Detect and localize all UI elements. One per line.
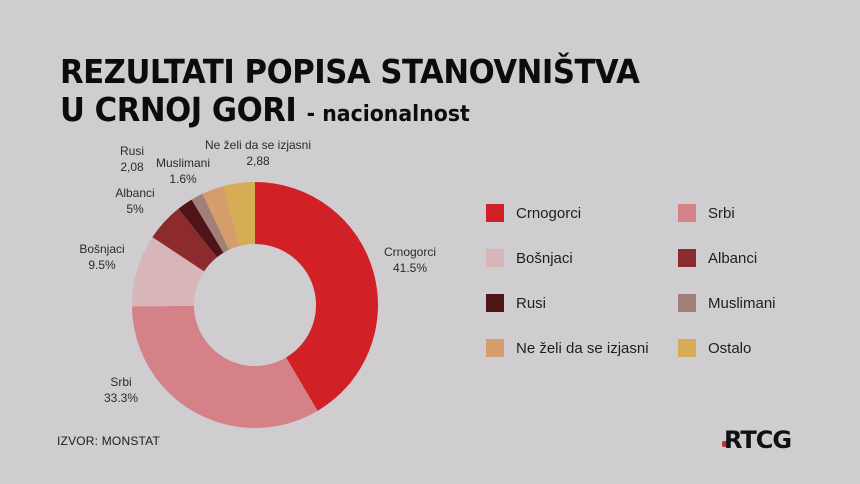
donut-segment-albanci (152, 208, 218, 272)
label-srbi-name: Srbi (110, 375, 132, 389)
label-rusi: Rusi 2,08 (112, 143, 152, 175)
label-albanci-value: 5% (126, 202, 144, 216)
label-albanci: Albanci 5% (108, 185, 162, 217)
legend-swatch (678, 249, 696, 267)
donut-segment-bošnjaci (131, 237, 205, 307)
label-albanci-name: Albanci (115, 186, 155, 200)
legend-item-srbi: Srbi (678, 202, 828, 224)
legend-swatch (486, 339, 504, 357)
legend-label: Crnogorci (516, 204, 582, 222)
legend-label: Srbi (708, 204, 735, 222)
label-muslimani: Muslimani 1.6% (148, 155, 218, 187)
label-ne-zeli-name: Ne želi da se izjasni (204, 138, 312, 152)
legend-label: Ostalo (708, 339, 752, 357)
legend-swatch (678, 294, 696, 312)
legend-swatch (486, 204, 504, 222)
label-crnogorci-name: Crnogorci (383, 245, 437, 259)
label-muslimani-value: 1.6% (169, 172, 197, 186)
donut-segment-srbi (132, 305, 318, 428)
label-srbi: Srbi 33.3% (96, 374, 146, 406)
label-bosnjaci-name: Bošnjaci (79, 242, 125, 256)
legend-swatch (678, 204, 696, 222)
legend-label: Bošnjaci (516, 249, 573, 267)
legend-label: Ne želi da se izjasni (516, 339, 649, 357)
legend-label: Rusi (516, 294, 547, 312)
chart-legend: Crnogorci Srbi Bošnjaci Albanci Rusi Mus… (486, 202, 828, 359)
source-note: IZVOR: MONSTAT (57, 434, 161, 448)
label-srbi-value: 33.3% (103, 391, 139, 405)
donut-segment-crnogorci (255, 182, 378, 411)
label-crnogorci-value: 41.5% (392, 261, 428, 275)
legend-swatch (486, 294, 504, 312)
legend-item-rusi: Rusi (486, 292, 678, 314)
label-rusi-value: 2,08 (120, 160, 144, 174)
label-ne-zeli: Ne želi da se izjasni 2,88 (196, 137, 320, 169)
donut-segment-ostalo (223, 182, 255, 247)
rtcg-logo-mark-icon (722, 441, 730, 447)
rtcg-logo: RTCG (724, 426, 792, 454)
legend-label: Muslimani (708, 294, 776, 312)
legend-swatch (678, 339, 696, 357)
legend-swatch (486, 249, 504, 267)
legend-item-albanci: Albanci (678, 247, 828, 269)
legend-item-ne-zeli: Ne želi da se izjasni (486, 337, 678, 359)
chart-subtitle: - nacionalnost (306, 102, 470, 127)
legend-item-crnogorci: Crnogorci (486, 202, 678, 224)
legend-label: Albanci (708, 249, 758, 267)
legend-item-muslimani: Muslimani (678, 292, 828, 314)
legend-item-bosnjaci: Bošnjaci (486, 247, 678, 269)
label-rusi-name: Rusi (119, 144, 144, 158)
label-bosnjaci: Bošnjaci 9.5% (70, 241, 134, 273)
label-muslimani-name: Muslimani (155, 156, 210, 170)
legend-item-ostalo: Ostalo (678, 337, 828, 359)
donut-segment-rusi (178, 199, 224, 258)
chart-title-line2: U CRNOJ GORI - nacionalnost (60, 90, 470, 129)
label-ne-zeli-value: 2,88 (246, 154, 270, 168)
chart-title-line1: REZULTATI POPISA STANOVNIŠTVA (60, 52, 640, 91)
donut-segment-muslimani (191, 193, 229, 253)
donut-segment-ne-želi-da-se-izjasni (202, 186, 240, 250)
chart-title-location: U CRNOJ GORI (60, 90, 297, 129)
label-bosnjaci-value: 9.5% (88, 258, 116, 272)
label-crnogorci: Crnogorci 41.5% (374, 244, 446, 276)
